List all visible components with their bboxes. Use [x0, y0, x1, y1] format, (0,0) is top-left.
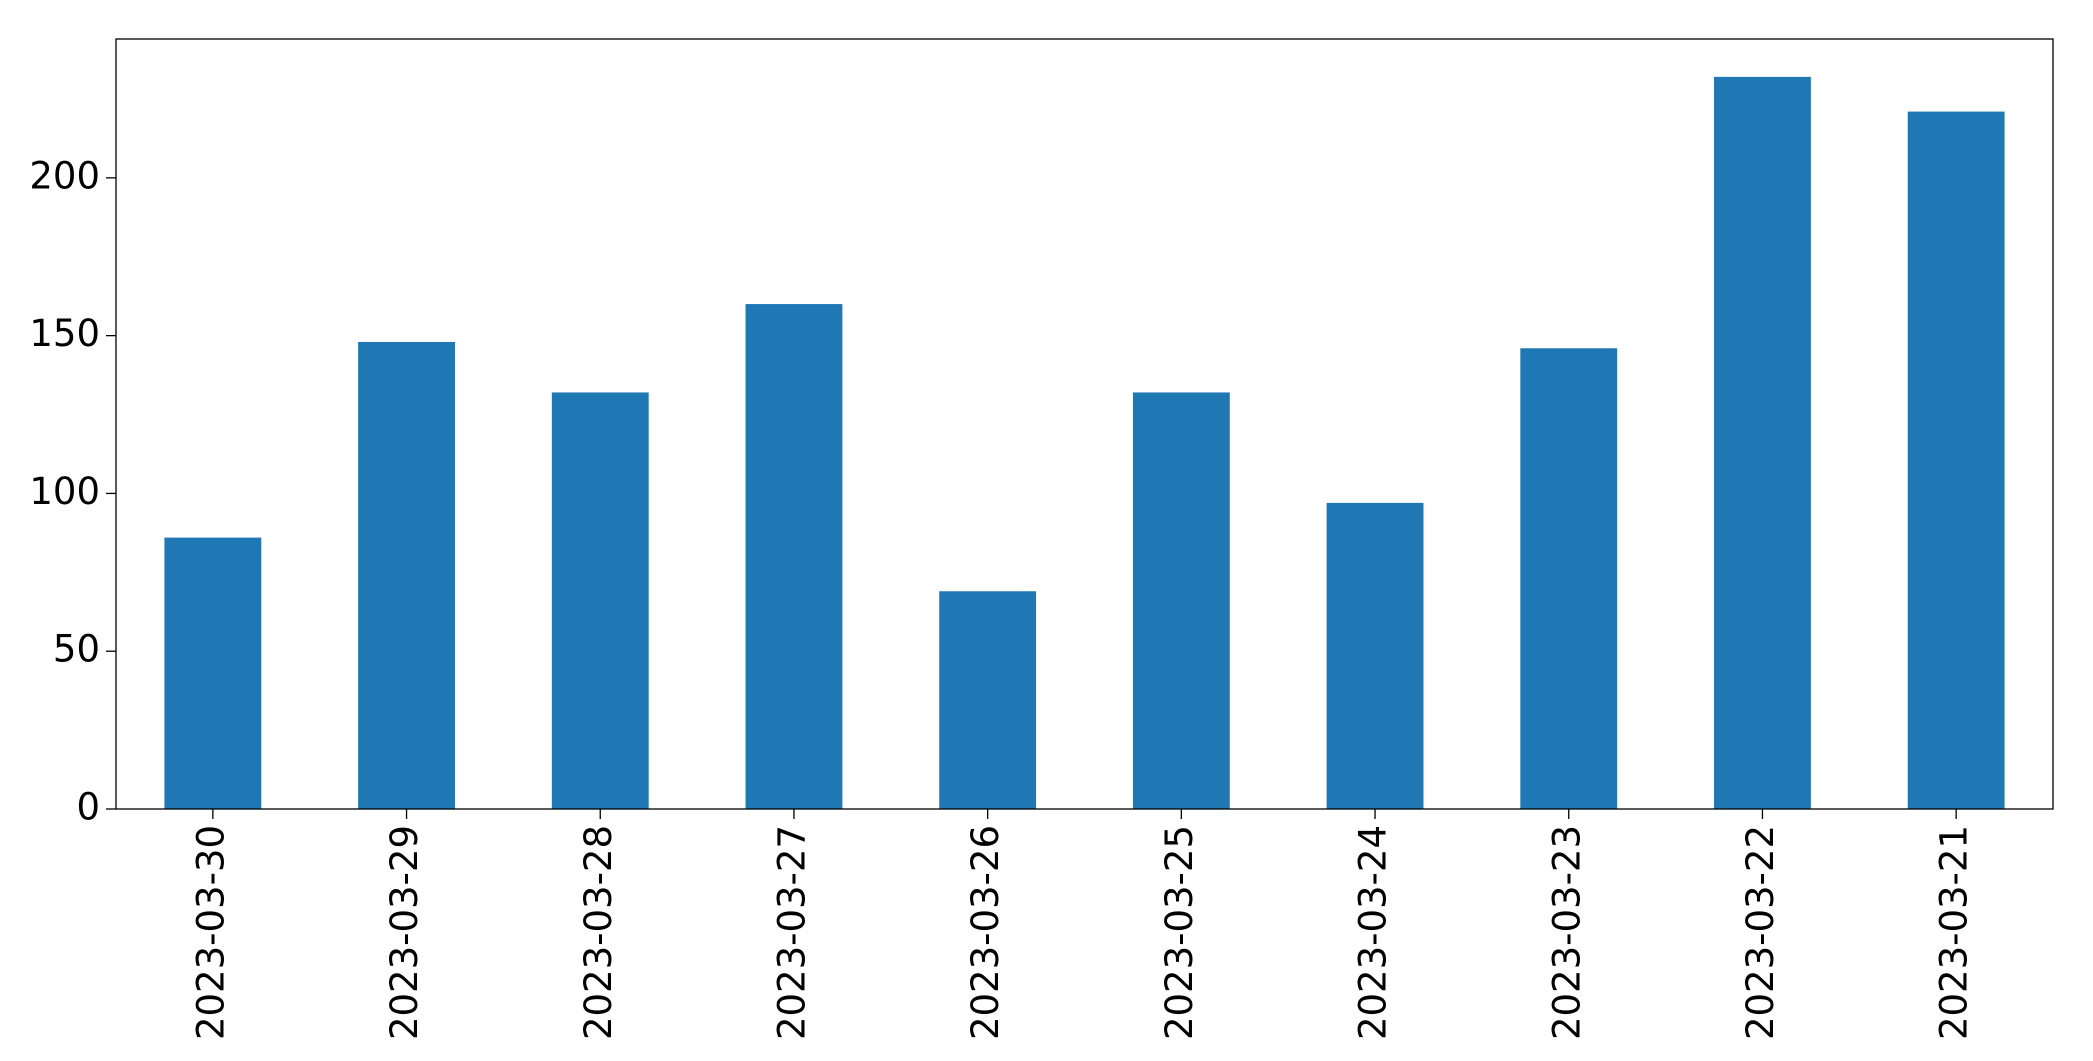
- x-tick-label: 2023-03-30: [189, 825, 232, 1040]
- x-tick-label: 2023-03-26: [964, 825, 1007, 1040]
- x-tick-label: 2023-03-23: [1545, 825, 1588, 1040]
- bar: [1714, 76, 1811, 810]
- x-tick-label: 2023-03-25: [1158, 825, 1201, 1040]
- bar: [1520, 348, 1618, 809]
- bar: [745, 304, 843, 809]
- y-tick-label: 100: [29, 470, 100, 513]
- y-tick-label: 50: [53, 628, 100, 671]
- x-tick-label: 2023-03-22: [1739, 825, 1782, 1040]
- bar: [551, 392, 649, 809]
- x-tick-label: 2023-03-27: [770, 825, 813, 1040]
- y-tick-label: 200: [29, 154, 100, 197]
- plot-frame: [115, 38, 2054, 810]
- y-tick-label: 0: [76, 786, 100, 829]
- bar: [1907, 111, 2005, 809]
- x-tick-label: 2023-03-29: [383, 825, 426, 1040]
- y-tick-label: 150: [29, 312, 100, 355]
- bar: [1132, 392, 1230, 809]
- x-tick-label: 2023-03-24: [1352, 825, 1395, 1040]
- bar: [1326, 502, 1424, 809]
- x-tick-label: 2023-03-21: [1933, 825, 1976, 1040]
- bar: [358, 341, 455, 809]
- bar: [164, 537, 262, 809]
- x-tick-label: 2023-03-28: [577, 825, 620, 1040]
- bar: [939, 591, 1037, 809]
